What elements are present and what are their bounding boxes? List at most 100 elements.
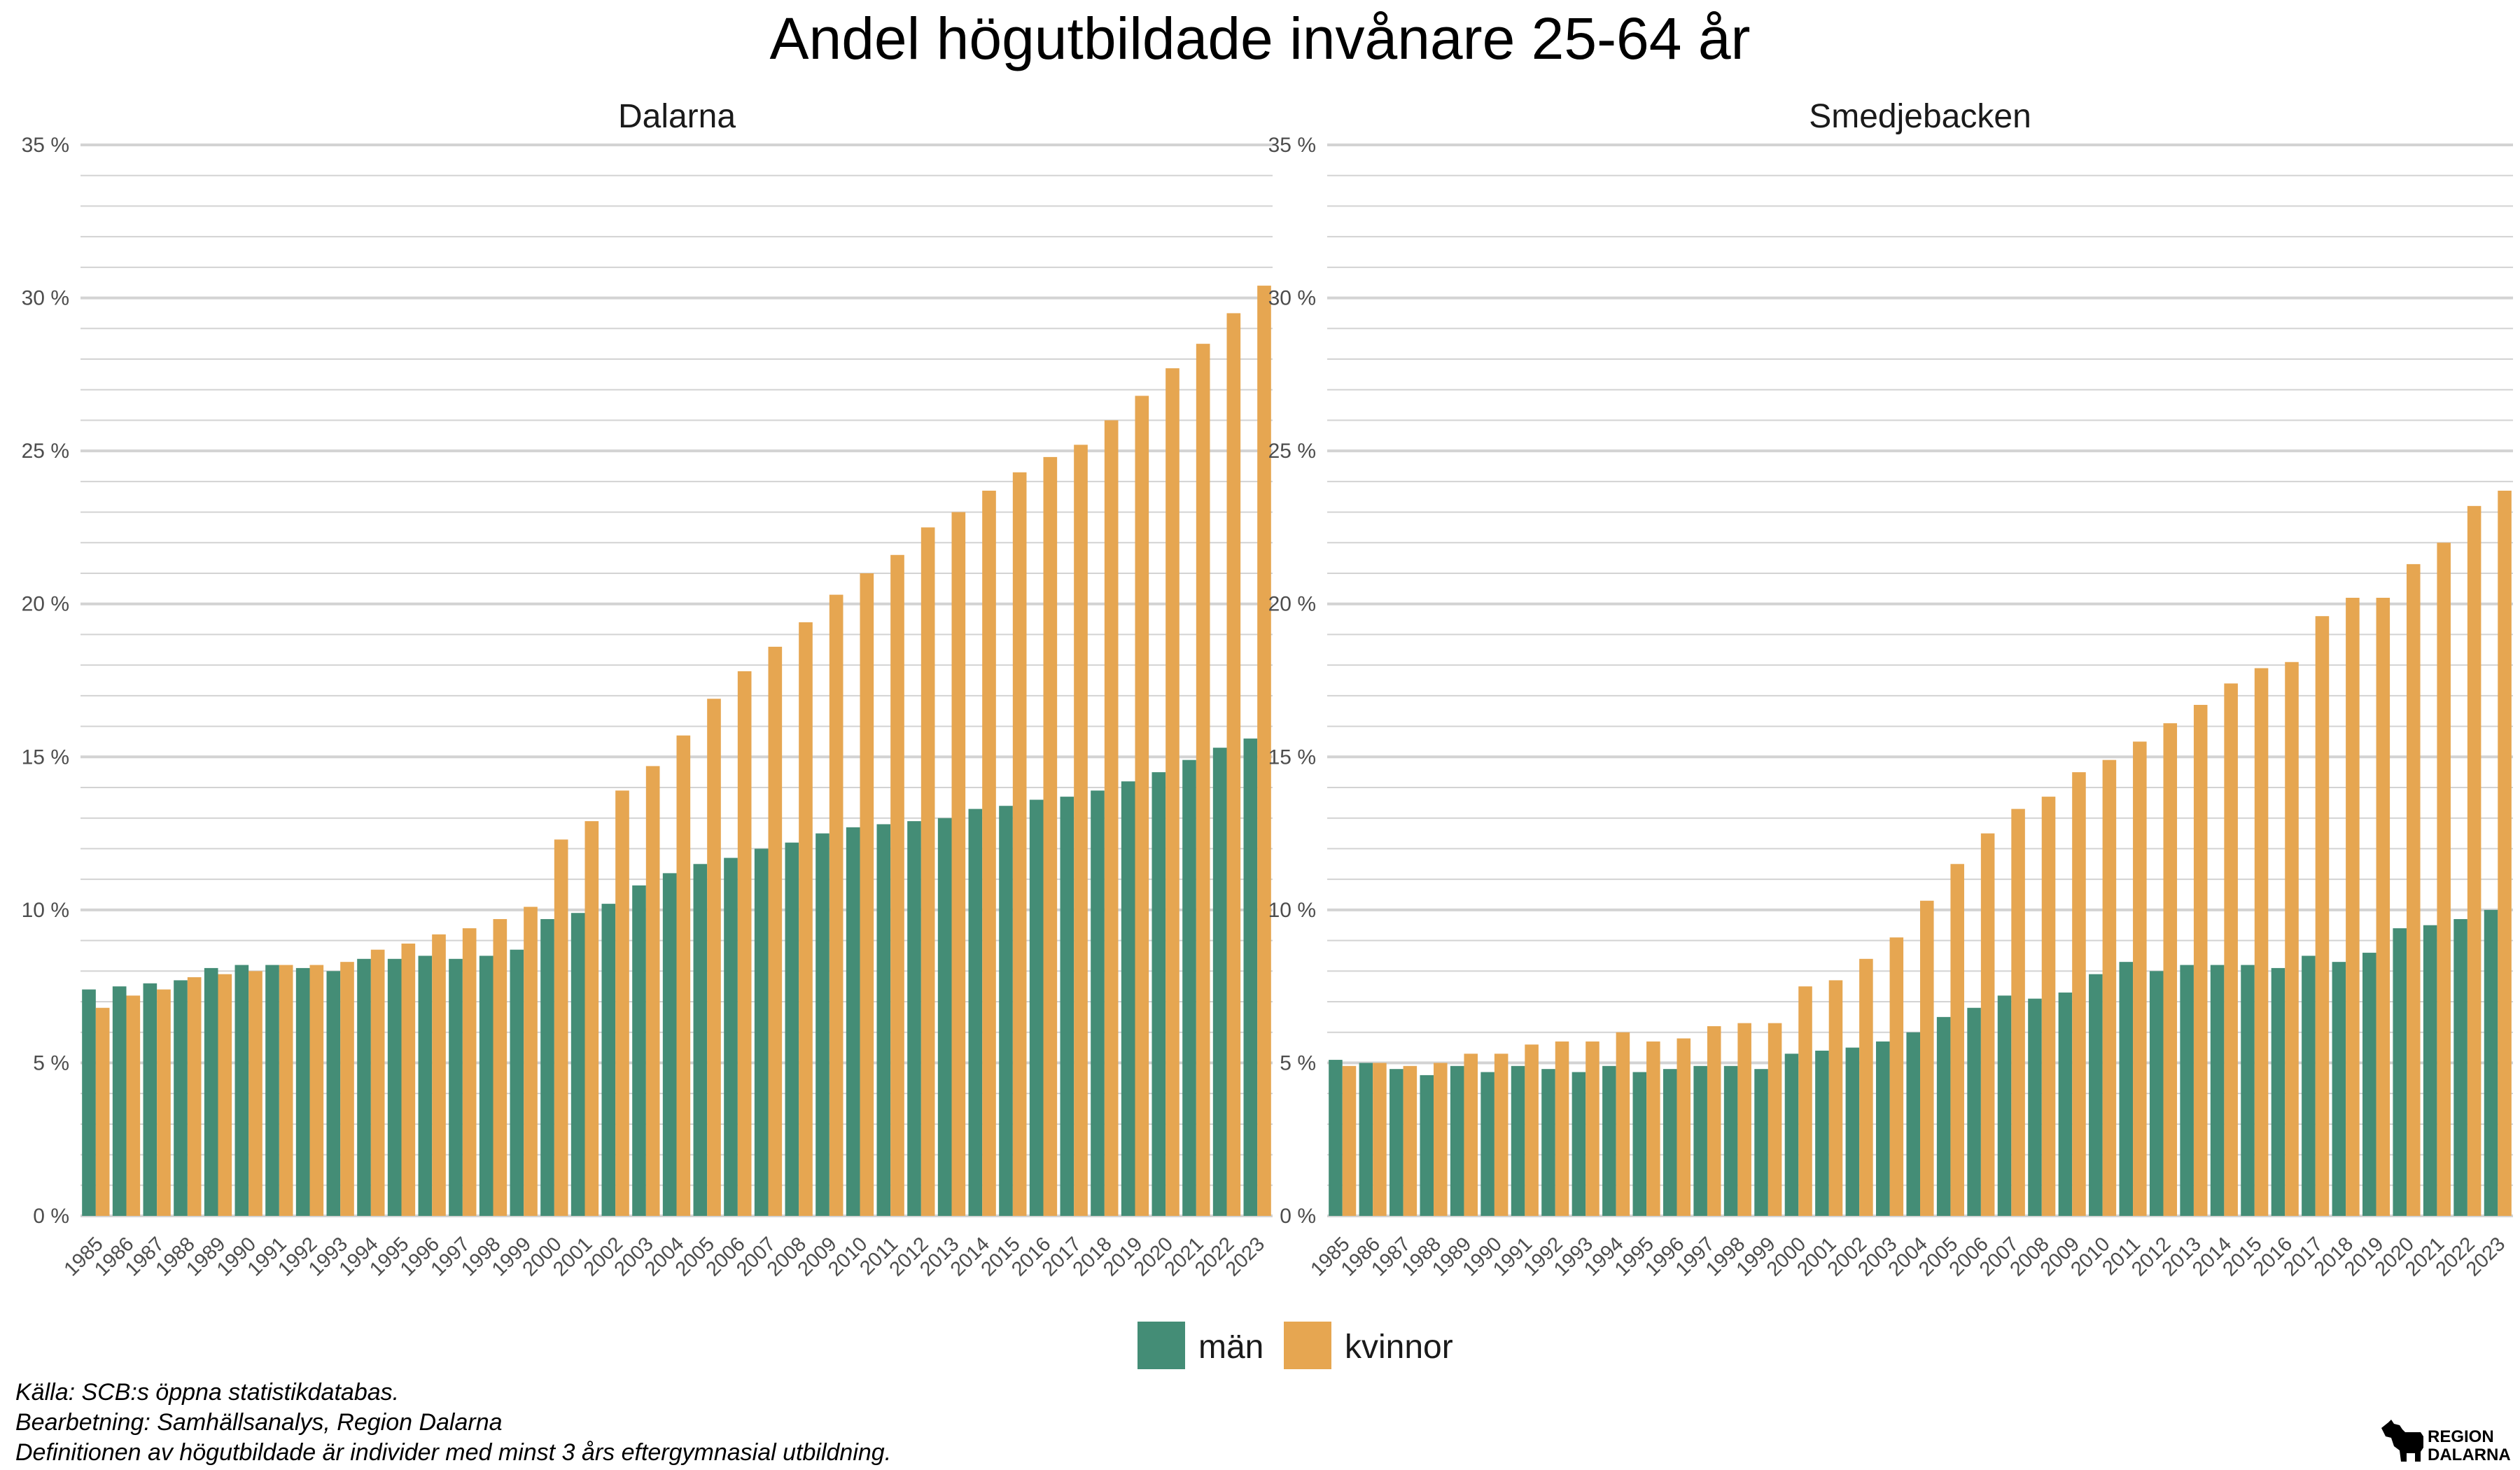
bar-man-2003 xyxy=(632,885,646,1216)
bar-man-2016 xyxy=(2271,967,2286,1216)
bar-kvinnor-1994 xyxy=(370,949,385,1216)
bar-kvinnor-2006 xyxy=(1980,833,1995,1216)
bar-man-1999 xyxy=(510,949,524,1216)
bar-man-2011 xyxy=(876,824,891,1216)
bar-kvinnor-1986 xyxy=(1373,1063,1387,1216)
bar-kvinnor-1987 xyxy=(157,989,171,1216)
bar-kvinnor-1995 xyxy=(1646,1041,1660,1216)
bar-kvinnor-1985 xyxy=(1342,1065,1357,1216)
bar-man-1989 xyxy=(204,967,218,1216)
bar-man-2014 xyxy=(2210,965,2225,1216)
bar-kvinnor-2015 xyxy=(1012,472,1027,1216)
bar-man-1987 xyxy=(143,983,158,1216)
bar-kvinnor-1998 xyxy=(1737,1023,1751,1216)
caption: Källa: SCB:s öppna statistikdatabas. Bea… xyxy=(15,1379,891,1466)
bar-man-2011 xyxy=(2119,962,2134,1216)
bar-kvinnor-2018 xyxy=(2346,597,2360,1216)
bar-kvinnor-1996 xyxy=(1676,1038,1691,1216)
logo-text-region: REGION xyxy=(2428,1427,2494,1446)
bar-kvinnor-2001 xyxy=(584,821,599,1216)
bar-man-2003 xyxy=(1876,1041,1890,1216)
bar-kvinnor-2000 xyxy=(1798,986,1812,1216)
bar-man-2015 xyxy=(999,806,1013,1216)
bar-man-2023 xyxy=(1243,738,1258,1216)
bar-man-1987 xyxy=(1390,1069,1404,1216)
bar-kvinnor-2014 xyxy=(982,490,996,1216)
bar-kvinnor-1996 xyxy=(432,934,446,1216)
bar-kvinnor-1988 xyxy=(1434,1063,1448,1216)
bar-man-1999 xyxy=(1754,1069,1768,1216)
bar-kvinnor-2010 xyxy=(860,573,874,1216)
bar-man-2002 xyxy=(601,904,616,1216)
bar-kvinnor-1999 xyxy=(1768,1023,1782,1216)
x-axis-dalarna: 1985198619871988198919901991199219931994… xyxy=(60,1233,1270,1280)
bar-man-1995 xyxy=(387,958,402,1216)
bar-man-1996 xyxy=(418,955,433,1216)
bar-kvinnor-2007 xyxy=(2011,808,2025,1216)
bar-kvinnor-2009 xyxy=(2072,772,2086,1216)
bar-man-2021 xyxy=(1182,760,1196,1216)
x-axis-smedjebacken: 1985198619871988198919901991199219931994… xyxy=(1306,1233,2510,1280)
bar-man-1988 xyxy=(174,980,188,1216)
legend: män kvinnor xyxy=(1138,1322,1453,1369)
bar-kvinnor-2009 xyxy=(829,594,844,1216)
legend-label-man: män xyxy=(1198,1329,1264,1366)
bar-kvinnor-2017 xyxy=(2315,616,2330,1216)
bar-kvinnor-1990 xyxy=(248,971,262,1216)
bar-kvinnor-2023 xyxy=(1257,286,1271,1217)
bar-kvinnor-2006 xyxy=(737,671,752,1216)
panel-title-dalarna: Dalarna xyxy=(618,98,736,135)
bar-man-2005 xyxy=(1936,1016,1951,1216)
bar-man-1988 xyxy=(1420,1074,1434,1216)
bar-man-1998 xyxy=(479,955,493,1216)
bar-man-1995 xyxy=(1632,1072,1647,1216)
bar-kvinnor-2012 xyxy=(920,527,935,1216)
bar-kvinnor-2011 xyxy=(2133,741,2147,1216)
bar-kvinnor-2004 xyxy=(676,735,691,1216)
bar-kvinnor-2021 xyxy=(2437,542,2451,1216)
bar-man-1990 xyxy=(1480,1072,1494,1216)
y-tick-label: 15 % xyxy=(1268,746,1316,769)
bar-man-2000 xyxy=(1784,1054,1799,1216)
y-tick-label: 35 % xyxy=(1268,134,1316,157)
bar-kvinnor-1993 xyxy=(1586,1041,1600,1216)
bar-man-1985 xyxy=(82,989,96,1216)
bar-man-2017 xyxy=(1060,797,1074,1216)
bar-man-2016 xyxy=(1029,799,1044,1216)
bar-man-1994 xyxy=(357,958,371,1216)
bar-man-2010 xyxy=(2089,974,2103,1216)
bar-kvinnor-2003 xyxy=(645,766,660,1216)
bar-man-1986 xyxy=(1359,1063,1373,1216)
bar-man-2010 xyxy=(846,827,860,1216)
bar-man-1993 xyxy=(326,971,341,1216)
y-tick-label: 15 % xyxy=(22,746,69,769)
bar-kvinnor-2016 xyxy=(1043,456,1058,1216)
bar-kvinnor-2019 xyxy=(2376,597,2390,1216)
bar-kvinnor-2020 xyxy=(2406,564,2421,1216)
bar-kvinnor-2000 xyxy=(554,839,568,1216)
region-dalarna-logo: REGION DALARNA xyxy=(2381,1420,2511,1464)
bar-man-2006 xyxy=(1967,1007,1981,1216)
bar-man-1993 xyxy=(1572,1072,1586,1216)
bar-man-2012 xyxy=(2149,971,2164,1216)
bar-kvinnor-1986 xyxy=(126,995,141,1216)
bar-kvinnor-2022 xyxy=(2467,505,2482,1216)
bar-man-2004 xyxy=(1906,1032,1920,1216)
y-tick-label: 25 % xyxy=(1268,440,1316,463)
chart-title: Andel högutbildade invånare 25-64 år xyxy=(769,6,1750,71)
bar-man-1997 xyxy=(1693,1065,1707,1216)
bar-man-2001 xyxy=(1815,1050,1829,1216)
bar-kvinnor-2007 xyxy=(768,646,783,1216)
bar-kvinnor-1995 xyxy=(401,943,416,1216)
bar-kvinnor-2008 xyxy=(2041,797,2056,1216)
y-tick-label: 25 % xyxy=(22,440,69,463)
y-tick-label: 10 % xyxy=(1268,899,1316,922)
bar-kvinnor-1992 xyxy=(309,965,324,1216)
bar-kvinnor-1989 xyxy=(1464,1054,1478,1216)
bar-kvinnor-2023 xyxy=(2498,490,2512,1216)
bar-man-2009 xyxy=(2058,992,2073,1216)
bar-kvinnor-2022 xyxy=(1226,313,1241,1216)
bar-man-1985 xyxy=(1329,1060,1343,1216)
logo-text-dalarna: DALARNA xyxy=(2428,1446,2511,1464)
